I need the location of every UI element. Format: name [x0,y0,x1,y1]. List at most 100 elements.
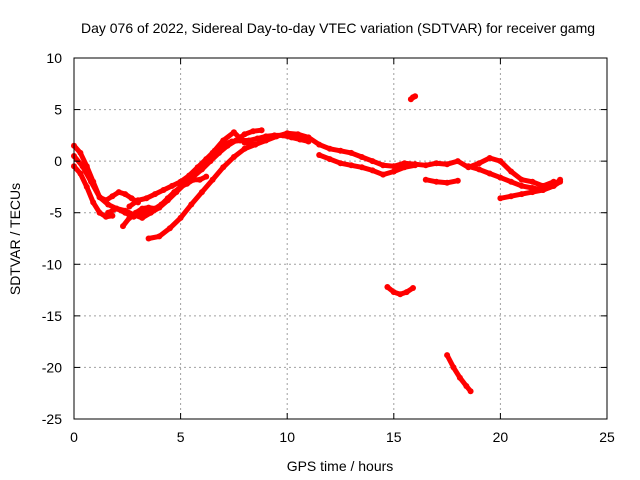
data-point [228,138,235,145]
data-point [422,162,429,169]
data-point [139,205,146,212]
data-point [358,154,365,160]
data-point [96,194,103,201]
series-trace [423,177,461,186]
y-tick-label: -5 [50,205,63,221]
data-point [190,176,197,183]
x-tick-label: 10 [279,429,295,445]
data-point [326,145,333,152]
data-point [444,179,451,186]
data-point [196,176,203,183]
data-point [250,128,257,135]
data-point [444,352,451,359]
y-tick-label: 10 [46,50,62,66]
data-point [241,145,248,152]
data-point [433,178,440,185]
data-point [166,225,173,232]
data-point [412,93,419,100]
data-point [177,183,184,190]
data-point [433,160,440,167]
data-point [135,197,141,204]
data-point [550,182,557,189]
series-trace [71,143,141,205]
y-axis-label: SDTVAR / TECUs [7,183,23,295]
series-track-e [120,173,210,230]
data-point [164,195,171,202]
data-point [412,161,419,168]
data-point [454,158,461,165]
data-point [508,193,515,200]
data-point [241,139,248,146]
data-point [497,158,504,165]
chart-title: Day 076 of 2022, Sidereal Day-to-day VTE… [81,20,595,36]
data-point [188,201,195,208]
data-point [337,147,344,154]
data-point [390,289,397,296]
y-tick-label: -10 [42,256,62,272]
data-point [497,174,504,181]
data-point [198,189,205,196]
data-point [79,163,86,170]
data-point [230,154,237,160]
data-point [454,177,461,184]
x-tick-label: 15 [386,429,402,445]
data-point [122,191,129,198]
data-point [486,170,493,177]
data-point [105,209,112,216]
y-tick-label: 0 [54,153,62,169]
data-point [316,141,323,148]
x-tick-label: 0 [70,429,78,445]
y-tick-label: -20 [42,359,62,375]
data-point [497,195,504,202]
data-point [147,209,154,216]
data-point [358,164,365,171]
data-point [337,160,344,167]
data-point [203,156,210,163]
data-point [369,167,376,174]
data-point [160,187,167,193]
data-point [143,195,150,202]
data-point [241,131,248,138]
data-point [273,133,280,140]
data-point [220,137,227,144]
data-point [113,205,120,212]
data-point [518,191,525,198]
data-point [529,189,536,196]
data-point [390,168,397,175]
data-point [476,166,483,173]
series-track-b [71,163,116,220]
data-point [139,214,146,221]
data-point [529,178,536,185]
data-point [177,214,184,221]
data-point [184,180,190,187]
data-point [120,223,126,230]
data-point [486,155,493,161]
data-point [83,183,90,190]
data-point [109,193,116,200]
x-axis-label: GPS time / hours [287,458,394,474]
data-point [410,285,416,291]
data-point [209,176,216,183]
data-point [380,171,387,178]
data-point [540,187,546,193]
data-point [369,158,376,165]
data-point [518,176,525,183]
data-point [96,209,103,216]
data-point [152,205,158,212]
series-track-p [407,93,419,103]
data-point [397,291,404,298]
data-point [467,388,474,395]
data-point [145,204,152,211]
data-point [209,149,216,156]
data-point [508,168,515,175]
x-tick-label: 25 [599,429,615,445]
data-point [105,201,112,208]
series-trace [316,152,418,178]
data-point [158,201,165,208]
series-track-m [497,178,564,202]
series-track-n [384,284,416,298]
data-point [171,189,178,196]
data-point [88,178,95,185]
x-tick-label: 5 [177,429,185,445]
data-point [230,129,237,136]
